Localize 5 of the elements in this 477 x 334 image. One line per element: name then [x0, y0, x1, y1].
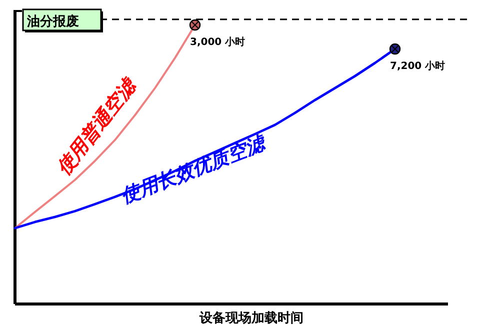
text: 使用普通空滤 [52, 73, 142, 180]
annotation: 3,000 小时 [190, 36, 246, 48]
ref-line-label: 油分报废 [26, 13, 79, 30]
x-axis-title: 设备现场加载时间 [198, 311, 304, 326]
annotation: 7,200 小时 [390, 60, 446, 72]
